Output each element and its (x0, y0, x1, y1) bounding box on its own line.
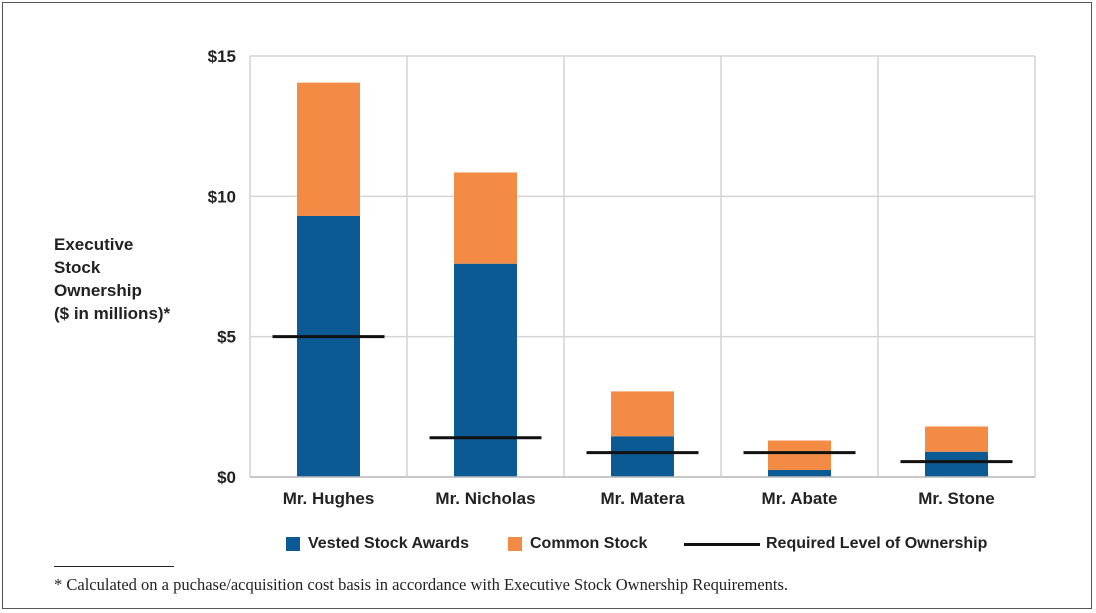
x-tick-label: Mr. Matera (600, 489, 685, 508)
bar-vested-stock-awards (768, 469, 831, 477)
y-tick-label: $5 (217, 328, 236, 347)
x-tick-label: Mr. Stone (918, 489, 995, 508)
bar-common-stock (611, 391, 674, 437)
footnote-divider (54, 566, 174, 567)
legend: Vested Stock Awards Common Stock Require… (0, 533, 1096, 555)
legend-item-common: Common Stock (508, 533, 647, 555)
legend-swatch-common (508, 537, 522, 551)
legend-item-vested: Vested Stock Awards (286, 533, 469, 555)
legend-swatch-vested (286, 537, 300, 551)
x-tick-label: Mr. Abate (762, 489, 838, 508)
y-tick-label: $10 (208, 187, 236, 206)
legend-label-common: Common Stock (530, 535, 648, 552)
y-axis-label-line: Stock (54, 258, 101, 277)
y-tick-label: $15 (208, 47, 236, 66)
x-tick-label: Mr. Nicholas (435, 489, 535, 508)
bar-vested-stock-awards (611, 436, 674, 477)
bar-common-stock (925, 426, 988, 452)
y-axis-label-line: Ownership (54, 281, 142, 300)
legend-line-required (684, 542, 760, 546)
y-axis-label-line: Executive (54, 235, 134, 254)
x-tick-label: Mr. Hughes (283, 489, 375, 508)
y-axis-label-line: ($ in millions)* (54, 304, 171, 323)
legend-label-required: Required Level of Ownership (766, 535, 988, 552)
bar-vested-stock-awards (297, 215, 360, 478)
y-axis-label: Executive Stock Ownership ($ in millions… (54, 233, 224, 325)
bar-common-stock (297, 82, 360, 216)
footnote: * Calculated on a puchase/acquisition co… (54, 575, 789, 594)
bar-vested-stock-awards (454, 263, 517, 477)
legend-item-required: Required Level of Ownership (684, 533, 987, 555)
bar-common-stock (768, 440, 831, 470)
y-tick-label: $0 (217, 468, 236, 487)
bar-common-stock (454, 172, 517, 264)
bar-vested-stock-awards (925, 451, 988, 477)
legend-label-vested: Vested Stock Awards (308, 535, 469, 552)
